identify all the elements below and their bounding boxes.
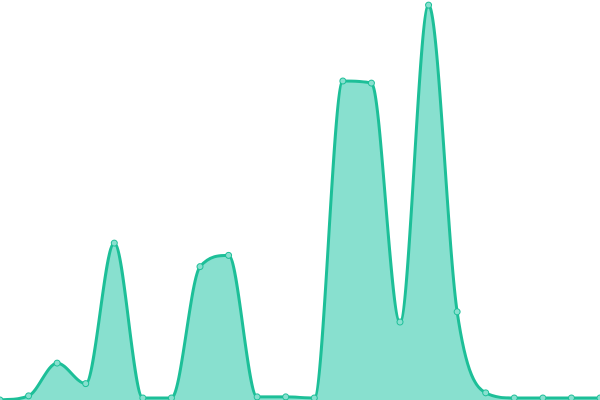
series-line xyxy=(0,3,600,400)
data-point-8 xyxy=(225,251,233,259)
data-point-3 xyxy=(82,380,90,388)
data-point-12 xyxy=(339,77,347,85)
data-point-7 xyxy=(196,263,204,271)
data-point-19 xyxy=(539,394,547,400)
data-point-16 xyxy=(453,308,461,316)
data-point-20 xyxy=(567,394,575,400)
data-point-17 xyxy=(482,389,490,397)
data-point-18 xyxy=(510,394,518,400)
data-point-5 xyxy=(139,394,147,400)
data-point-9 xyxy=(253,393,261,400)
data-point-0 xyxy=(0,396,4,400)
data-point-15 xyxy=(425,1,433,9)
data-point-13 xyxy=(367,79,375,87)
area-fill xyxy=(0,5,600,400)
data-point-4 xyxy=(110,239,118,247)
data-point-21 xyxy=(596,394,600,400)
data-point-10 xyxy=(282,393,290,400)
data-point-6 xyxy=(167,394,175,400)
data-point-14 xyxy=(396,318,404,326)
data-point-11 xyxy=(310,394,318,400)
data-point-2 xyxy=(53,359,61,367)
data-point-1 xyxy=(25,392,33,400)
